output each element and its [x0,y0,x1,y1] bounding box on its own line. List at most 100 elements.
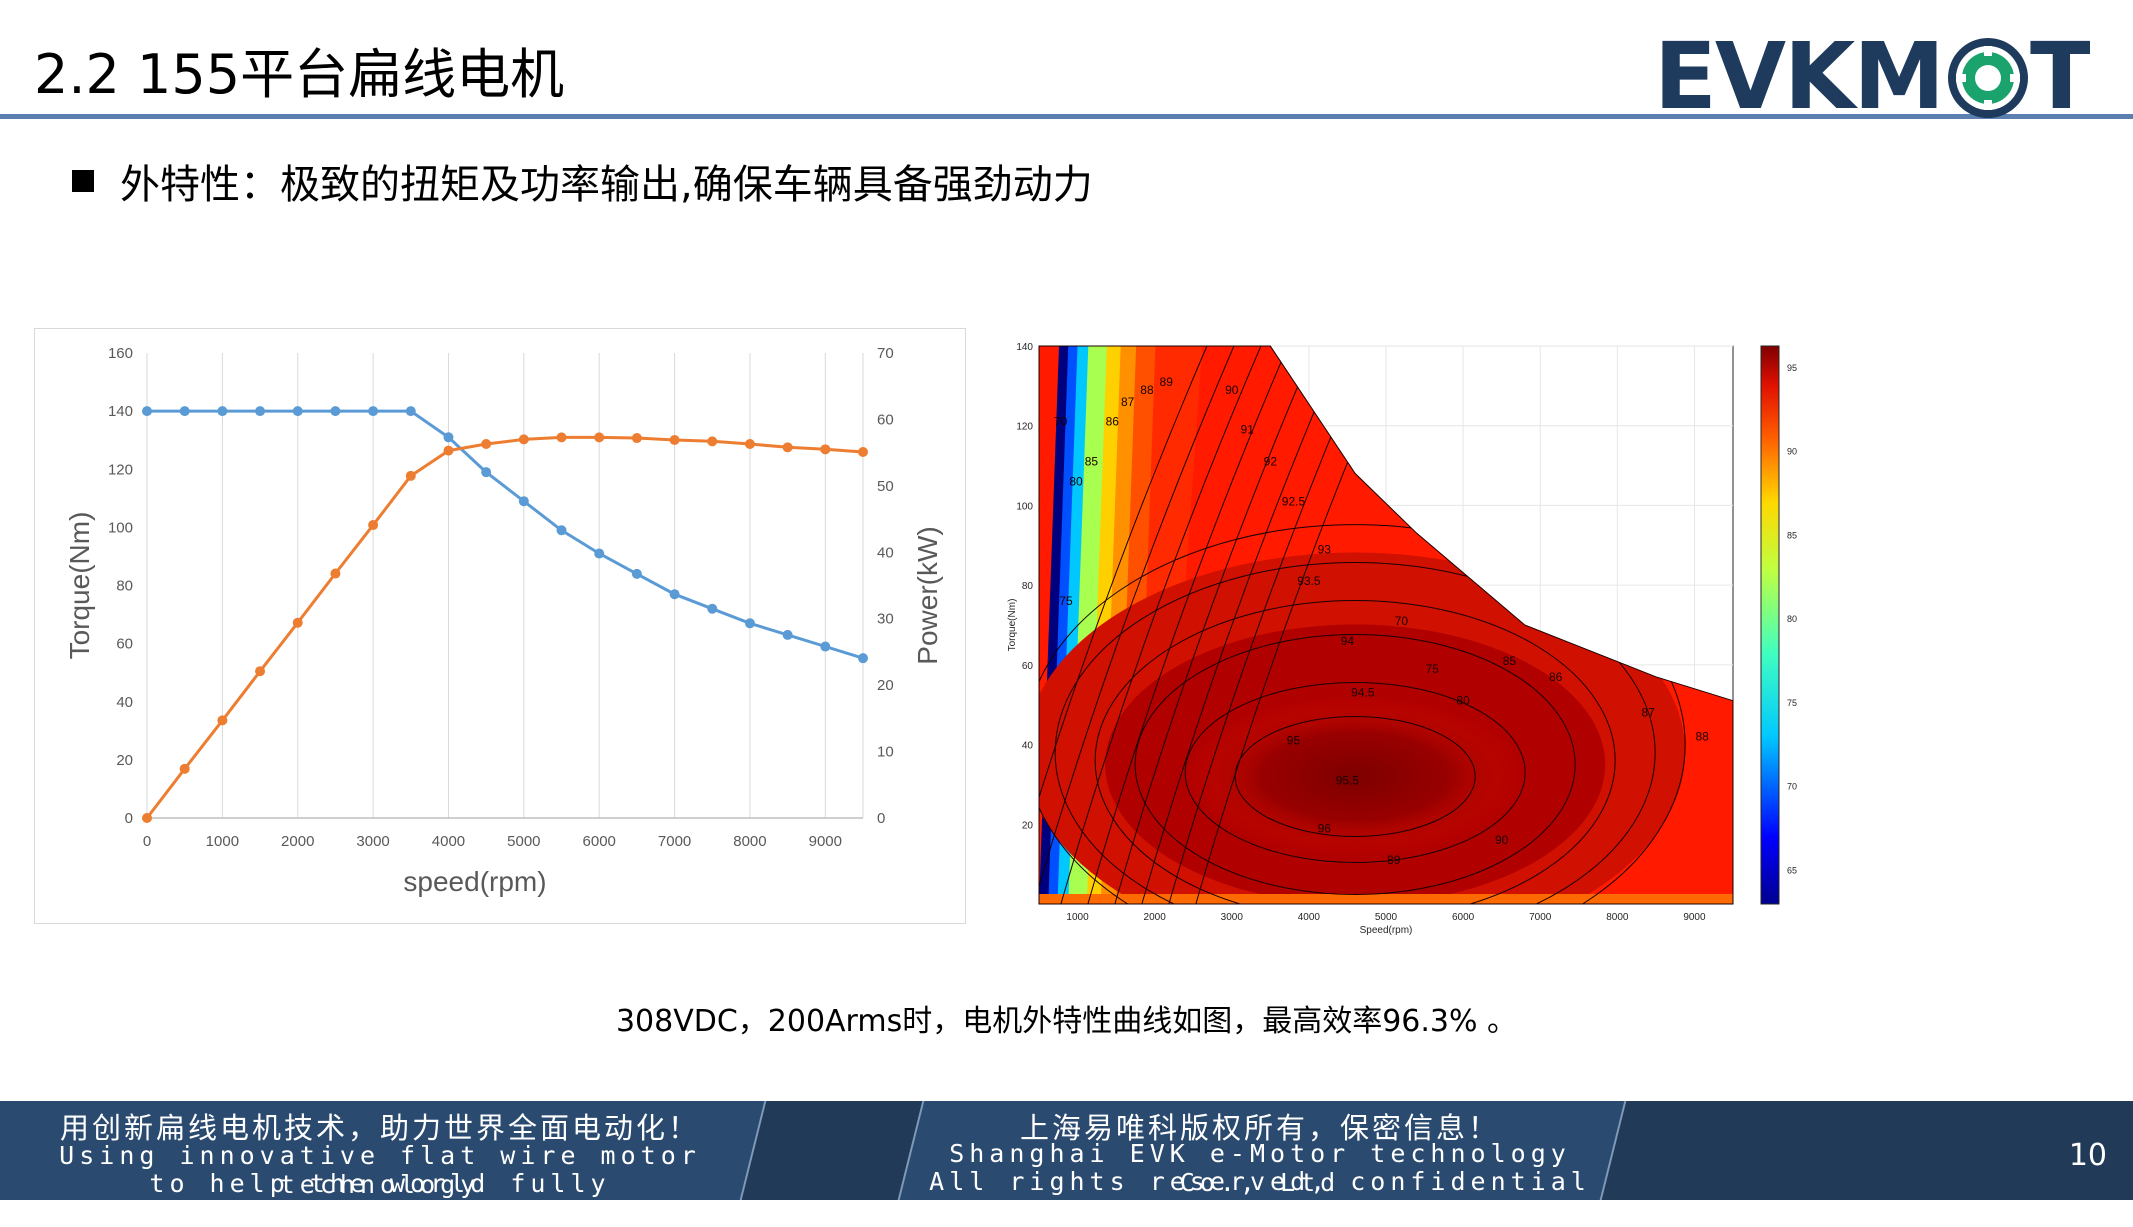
y-tick-label: 20 [1022,820,1034,831]
y2-tick-label: 60 [877,411,894,428]
contour-label: 92.5 [1282,494,1306,508]
bullet-square-icon [72,170,94,192]
data-point [330,568,341,579]
data-point [631,433,642,444]
colorbar-tick-label: 95 [1787,363,1797,373]
data-point [443,432,454,443]
data-point [707,603,718,614]
x-tick-label: 7000 [658,833,691,850]
data-point [405,406,416,417]
data-point [443,445,454,456]
y2-tick-label: 20 [877,677,894,694]
contour-line [1094,600,1616,904]
data-point [292,617,303,628]
x-tick-label: 8000 [733,833,766,850]
contour-line [1060,346,1262,904]
efficiency-map-svg: 707580858687888990919292.59393.59494.595… [1007,342,1797,936]
region-boundary [1038,345,1734,905]
title-divider [0,114,2133,119]
contour-label: 89 [1160,375,1174,389]
y-tick-label: 60 [116,636,133,653]
contour-label: 91 [1241,423,1255,437]
contour-label: 90 [1225,383,1239,397]
data-point [820,444,831,455]
y2-tick-label: 10 [877,744,894,761]
contour-label: 86 [1549,670,1563,684]
y-tick-label: 40 [116,694,133,711]
colorbar-tick-label: 85 [1787,530,1797,540]
x-tick-label: 9000 [1683,912,1706,923]
chart-caption: 308VDC，200Arms时，电机外特性曲线如图，最高效率96.3% 。 [615,1004,1518,1039]
data-point [481,467,492,478]
y-tick-label: 40 [1022,741,1034,752]
contour-label: 90 [1495,833,1509,847]
x-tick-label: 6000 [1452,912,1475,923]
data-point [217,715,228,726]
data-point [179,406,190,417]
x-tick-label: 2000 [281,833,314,850]
data-point [669,435,680,446]
efficiency-map-chart: 70 75 80 85 86 87 88 89 90 91 92 92.5 93 93.5 94 94.5 95… [1003,328,2133,940]
footer-left-cn: 用创新扁线电机技术，助力世界全面电动化！ [59,1111,700,1145]
colorbar-tick-label: 80 [1787,614,1797,624]
contour-label: 95.5 [1336,773,1360,787]
contour-label: 80 [1456,694,1470,708]
contour-line [1054,562,1656,904]
contour-label: 87 [1641,706,1655,720]
data-point [556,525,567,536]
data-point [594,548,605,559]
footer-right-cn: 上海易唯科版权所有，保密信息！ [1019,1111,1500,1145]
data-point [368,520,379,531]
contour-label: 92 [1264,455,1278,469]
x-tick-label: 6000 [583,833,616,850]
contour-label: 95 [1287,734,1301,748]
bullet-text: 外特性：极致的扭矩及功率输出,确保车辆具备强劲动力 [120,162,1093,208]
contour-label: 85 [1085,455,1099,469]
data-point [255,406,266,417]
data-point [744,618,755,629]
y-tick-label: 20 [116,752,133,769]
data-point [631,568,642,579]
data-point [594,432,605,443]
data-point [782,442,793,453]
y-tick-label: 120 [108,461,133,478]
data-point [744,439,755,450]
y2-tick-label: 50 [877,478,894,495]
contour-line [1141,346,1343,904]
data-point [255,666,266,677]
y-axis-title: Torque(Nm) [64,512,95,660]
data-point [405,470,416,481]
data-point [669,589,680,600]
contour-line [1039,346,1208,904]
contour-label: 70 [1395,614,1409,628]
contour-label: 94.5 [1351,686,1375,700]
contour-label: 89 [1387,853,1401,867]
contour-label: 75 [1059,594,1073,608]
data-point [142,406,152,417]
data-point [481,439,492,450]
svg-text:T: T [2030,26,2090,126]
contour-label: 96 [1318,821,1332,835]
colorbar-tick-label: 70 [1787,782,1797,792]
data-point [518,496,529,507]
contour-label: 88 [1695,730,1709,744]
footer-right-en1: Shanghai EVK e-Motor technology Co., Ltd [949,1139,1571,1197]
x-tick-label: 3000 [356,833,389,850]
x-tick-label: 5000 [507,833,540,850]
y2-tick-label: 70 [877,345,894,362]
y-tick-label: 0 [125,810,133,827]
footer-left-en1: Using innovative flat wire motor technol… [59,1141,701,1199]
data-point [179,763,190,774]
y-tick-label: 120 [1016,422,1033,433]
y2-tick-label: 0 [877,810,885,827]
colorbar-tick-label: 65 [1787,865,1797,875]
data-point [820,641,831,652]
y-tick-label: 80 [116,578,133,595]
contour-line [1039,346,1235,904]
y2-tick-label: 40 [877,544,894,561]
y2-axis-title: Power(kW) [912,526,943,664]
evkmot-logo: EVKM T [1654,26,2090,126]
y-tick-label: 60 [1022,661,1034,672]
colorbar-tick-label: 75 [1787,698,1797,708]
x-axis-title: Speed(rpm) [1360,925,1413,936]
